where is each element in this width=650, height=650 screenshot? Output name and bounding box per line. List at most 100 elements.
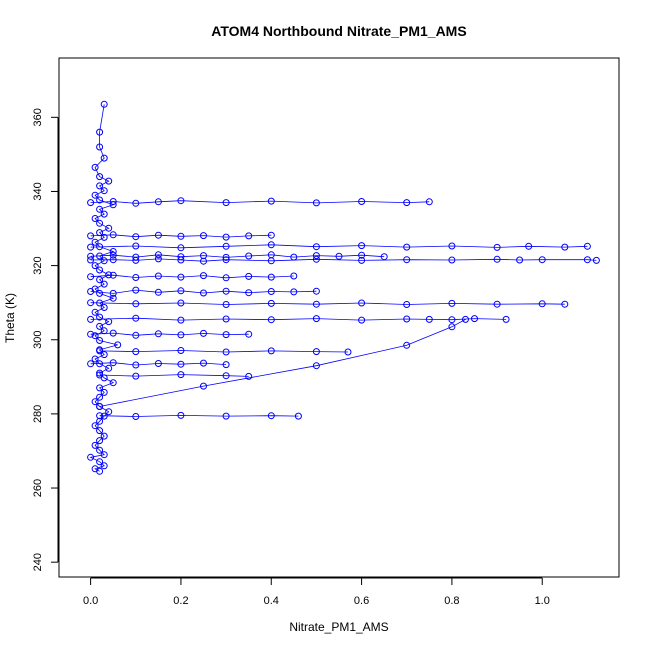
- data-point: [177, 411, 185, 419]
- data-point: [91, 332, 99, 340]
- data-point: [344, 348, 352, 356]
- data-point: [592, 256, 600, 264]
- series-line: [90, 274, 294, 279]
- data-point: [200, 359, 207, 367]
- data-point: [358, 299, 366, 307]
- data-series-4: [87, 314, 510, 324]
- data-point: [109, 198, 117, 205]
- data-point: [96, 347, 104, 355]
- data-point: [222, 361, 230, 369]
- data-point: [267, 412, 275, 420]
- data-series-13: [87, 231, 275, 241]
- data-point: [561, 300, 569, 308]
- data-point: [493, 243, 501, 251]
- data-point: [245, 372, 253, 380]
- y-tick-label: 320: [32, 256, 44, 274]
- data-point: [87, 232, 95, 240]
- data-point: [267, 251, 275, 259]
- data-point: [200, 252, 207, 260]
- data-point: [358, 198, 366, 205]
- data-point: [403, 301, 411, 308]
- series-line: [90, 289, 317, 294]
- data-point: [109, 294, 117, 302]
- data-point: [245, 272, 253, 280]
- data-point: [132, 300, 140, 308]
- data-point: [91, 422, 99, 430]
- data-point: [200, 272, 207, 280]
- series-line: [99, 374, 249, 377]
- data-point: [132, 274, 140, 281]
- data-point: [177, 197, 185, 205]
- data-point: [96, 437, 104, 445]
- data-point: [177, 299, 185, 307]
- data-point: [222, 331, 230, 339]
- data-point: [100, 451, 108, 459]
- data-series-9: [96, 315, 469, 410]
- data-point: [109, 248, 117, 255]
- data-point: [358, 251, 366, 259]
- data-point: [91, 308, 99, 316]
- data-point: [87, 360, 95, 368]
- data-point: [96, 371, 104, 379]
- data-point: [100, 210, 108, 218]
- data-point: [200, 329, 207, 337]
- y-tick-label: 240: [32, 553, 44, 571]
- data-point: [222, 253, 230, 261]
- data-point: [109, 289, 117, 297]
- data-point: [132, 286, 140, 294]
- data-point: [312, 300, 320, 308]
- series-line: [90, 234, 272, 238]
- data-point: [267, 288, 275, 295]
- data-point: [358, 316, 366, 324]
- data-point: [403, 243, 411, 251]
- data-point: [222, 412, 230, 420]
- x-tick-label: 1.0: [535, 595, 550, 607]
- data-point: [105, 364, 113, 372]
- data-point: [96, 313, 104, 321]
- data-point: [222, 372, 230, 380]
- data-series-12: [87, 271, 298, 282]
- data-point: [87, 199, 95, 207]
- data-point: [267, 197, 275, 205]
- data-point: [380, 253, 388, 261]
- data-point: [91, 262, 99, 270]
- x-tick-label: 0.4: [264, 595, 279, 607]
- data-point: [177, 253, 185, 261]
- data-point: [96, 446, 104, 454]
- data-point: [448, 299, 456, 307]
- data-point: [96, 143, 104, 151]
- data-point: [267, 241, 275, 249]
- data-point: [91, 191, 99, 199]
- data-point: [100, 257, 108, 265]
- data-point: [87, 453, 95, 461]
- data-series-10: [87, 251, 388, 261]
- data-point: [222, 274, 230, 282]
- series-line: [90, 254, 385, 258]
- data-point: [100, 432, 108, 440]
- data-point: [100, 233, 108, 241]
- data-point: [154, 198, 162, 206]
- data-point: [96, 205, 104, 213]
- data-point: [154, 231, 162, 239]
- data-point: [91, 163, 99, 171]
- y-tick-label: 280: [32, 405, 44, 423]
- data-point: [87, 299, 95, 307]
- y-tick-label: 360: [32, 108, 44, 126]
- data-point: [222, 301, 230, 308]
- data-point: [87, 252, 95, 260]
- series-line: [90, 200, 430, 204]
- plot-area: [87, 100, 600, 475]
- data-point: [87, 256, 95, 264]
- data-point: [403, 315, 411, 323]
- data-point: [583, 256, 591, 264]
- data-point: [96, 384, 104, 392]
- data-point: [493, 255, 501, 263]
- data-point: [132, 242, 140, 250]
- data-point: [96, 276, 104, 284]
- data-point: [105, 408, 113, 416]
- data-point: [267, 347, 275, 355]
- data-point: [222, 242, 230, 250]
- y-tick-label: 260: [32, 479, 44, 497]
- data-point: [132, 233, 140, 241]
- x-tick-label: 0.0: [83, 595, 98, 607]
